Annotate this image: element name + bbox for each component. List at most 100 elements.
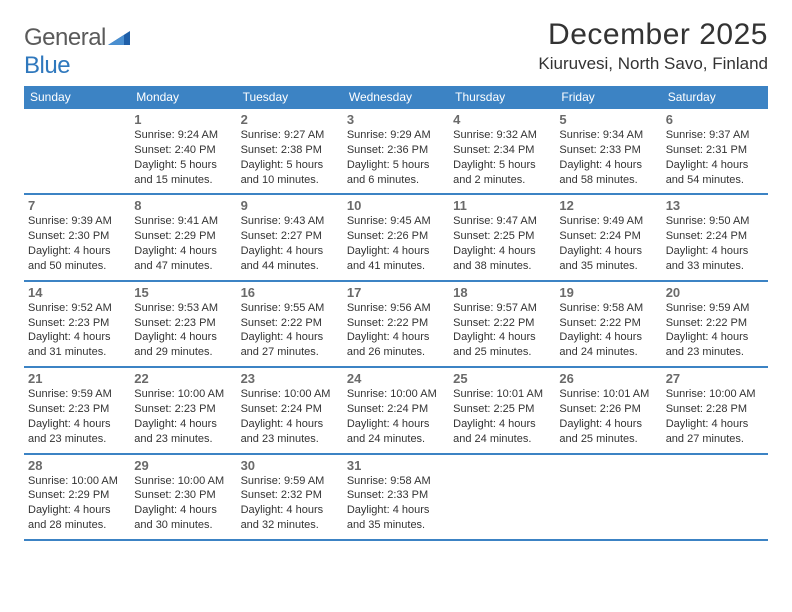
day-info-line: Sunset: 2:25 PM <box>453 402 551 417</box>
day-info-line: Sunrise: 9:58 AM <box>347 474 445 489</box>
day-info-line: Sunrise: 10:00 AM <box>666 387 764 402</box>
day-cell: 18Sunrise: 9:57 AMSunset: 2:22 PMDayligh… <box>449 282 555 366</box>
day-info-line: Sunrise: 9:57 AM <box>453 301 551 316</box>
day-info-line: and 54 minutes. <box>666 173 764 188</box>
day-info-line: Sunset: 2:24 PM <box>559 229 657 244</box>
day-info-line: Sunset: 2:23 PM <box>134 316 232 331</box>
day-number: 6 <box>666 112 764 127</box>
day-info-line: Sunrise: 9:39 AM <box>28 214 126 229</box>
day-cell: 21Sunrise: 9:59 AMSunset: 2:23 PMDayligh… <box>24 368 130 452</box>
day-cell: 4Sunrise: 9:32 AMSunset: 2:34 PMDaylight… <box>449 109 555 193</box>
week-row: 1Sunrise: 9:24 AMSunset: 2:40 PMDaylight… <box>24 109 768 195</box>
day-info-line: Sunset: 2:38 PM <box>241 143 339 158</box>
day-cell: 10Sunrise: 9:45 AMSunset: 2:26 PMDayligh… <box>343 195 449 279</box>
day-cell: 17Sunrise: 9:56 AMSunset: 2:22 PMDayligh… <box>343 282 449 366</box>
day-info-line: Sunset: 2:22 PM <box>453 316 551 331</box>
day-cell: 23Sunrise: 10:00 AMSunset: 2:24 PMDaylig… <box>237 368 343 452</box>
day-info-line: and 27 minutes. <box>241 345 339 360</box>
day-number: 2 <box>241 112 339 127</box>
day-info-line: and 10 minutes. <box>241 173 339 188</box>
day-info-line: Sunrise: 10:00 AM <box>241 387 339 402</box>
day-info-line: Daylight: 4 hours <box>453 244 551 259</box>
weekday-header-cell: Tuesday <box>237 86 343 109</box>
day-cell: 27Sunrise: 10:00 AMSunset: 2:28 PMDaylig… <box>662 368 768 452</box>
day-cell <box>662 455 768 539</box>
day-info-line: Sunset: 2:29 PM <box>28 488 126 503</box>
day-info-line: and 35 minutes. <box>347 518 445 533</box>
day-info-line: Sunset: 2:36 PM <box>347 143 445 158</box>
day-info-line: Daylight: 4 hours <box>241 417 339 432</box>
day-cell: 22Sunrise: 10:00 AMSunset: 2:23 PMDaylig… <box>130 368 236 452</box>
month-title: December 2025 <box>538 18 768 52</box>
day-number: 23 <box>241 371 339 386</box>
day-info-line: Sunrise: 10:00 AM <box>28 474 126 489</box>
week-row: 7Sunrise: 9:39 AMSunset: 2:30 PMDaylight… <box>24 195 768 281</box>
day-info-line: Sunset: 2:32 PM <box>241 488 339 503</box>
day-info-line: Sunrise: 9:27 AM <box>241 128 339 143</box>
day-info-line: and 23 minutes. <box>28 432 126 447</box>
day-info-line: and 38 minutes. <box>453 259 551 274</box>
day-info-line: Sunrise: 10:01 AM <box>559 387 657 402</box>
day-info-line: Daylight: 4 hours <box>28 330 126 345</box>
day-info-line: Daylight: 4 hours <box>453 330 551 345</box>
day-cell: 5Sunrise: 9:34 AMSunset: 2:33 PMDaylight… <box>555 109 661 193</box>
logo-text: General Blue <box>24 24 130 80</box>
day-info-line: and 23 minutes. <box>134 432 232 447</box>
day-info-line: and 26 minutes. <box>347 345 445 360</box>
day-info-line: Daylight: 4 hours <box>559 158 657 173</box>
weeks-container: 1Sunrise: 9:24 AMSunset: 2:40 PMDaylight… <box>24 109 768 541</box>
weekday-header-cell: Sunday <box>24 86 130 109</box>
week-row: 21Sunrise: 9:59 AMSunset: 2:23 PMDayligh… <box>24 368 768 454</box>
day-info-line: Sunset: 2:28 PM <box>666 402 764 417</box>
day-info-line: Sunset: 2:22 PM <box>559 316 657 331</box>
day-info-line: and 58 minutes. <box>559 173 657 188</box>
day-number: 8 <box>134 198 232 213</box>
day-cell: 12Sunrise: 9:49 AMSunset: 2:24 PMDayligh… <box>555 195 661 279</box>
day-info-line: Sunrise: 9:53 AM <box>134 301 232 316</box>
day-number: 31 <box>347 458 445 473</box>
day-info-line: Sunset: 2:24 PM <box>241 402 339 417</box>
week-row: 28Sunrise: 10:00 AMSunset: 2:29 PM Daylig… <box>24 455 768 541</box>
day-info-line: Sunset: 2:22 PM <box>241 316 339 331</box>
day-number: 3 <box>347 112 445 127</box>
day-info-line: Sunrise: 10:00 AM <box>134 387 232 402</box>
day-info-line: and 50 minutes. <box>28 259 126 274</box>
day-info-line: Sunset: 2:27 PM <box>241 229 339 244</box>
day-number: 7 <box>28 198 126 213</box>
day-info-line: Sunrise: 9:45 AM <box>347 214 445 229</box>
day-cell: 26Sunrise: 10:01 AMSunset: 2:26 PMDaylig… <box>555 368 661 452</box>
day-info-line: and 30 minutes. <box>134 518 232 533</box>
day-info-line: Sunrise: 9:59 AM <box>241 474 339 489</box>
day-number: 25 <box>453 371 551 386</box>
day-info-line: and 31 minutes. <box>28 345 126 360</box>
calendar-page: General Blue December 2025 Kiuruvesi, No… <box>0 0 792 541</box>
day-number: 28 <box>28 458 126 473</box>
day-info-line: Sunrise: 9:50 AM <box>666 214 764 229</box>
day-number: 12 <box>559 198 657 213</box>
day-info-line: and 24 minutes. <box>453 432 551 447</box>
day-info-line: Daylight: 4 hours <box>559 244 657 259</box>
day-info-line: Sunrise: 9:32 AM <box>453 128 551 143</box>
week-row: 14Sunrise: 9:52 AMSunset: 2:23 PMDayligh… <box>24 282 768 368</box>
day-number: 16 <box>241 285 339 300</box>
day-number: 20 <box>666 285 764 300</box>
day-info-line: Daylight: 4 hours <box>559 417 657 432</box>
calendar-grid: SundayMondayTuesdayWednesdayThursdayFrid… <box>24 86 768 541</box>
day-info-line: Sunset: 2:23 PM <box>28 316 126 331</box>
day-cell: 8Sunrise: 9:41 AMSunset: 2:29 PMDaylight… <box>130 195 236 279</box>
day-cell <box>555 455 661 539</box>
logo-word1: General <box>24 24 106 51</box>
header: General Blue December 2025 Kiuruvesi, No… <box>24 18 768 80</box>
day-info-line: Daylight: 4 hours <box>241 503 339 518</box>
weekday-header-cell: Thursday <box>449 86 555 109</box>
day-cell: 15Sunrise: 9:53 AMSunset: 2:23 PMDayligh… <box>130 282 236 366</box>
day-cell: 24Sunrise: 10:00 AMSunset: 2:24 PMDaylig… <box>343 368 449 452</box>
weekday-header-cell: Friday <box>555 86 661 109</box>
day-cell: 3Sunrise: 9:29 AMSunset: 2:36 PMDaylight… <box>343 109 449 193</box>
day-cell: 30Sunrise: 9:59 AMSunset: 2:32 PMDayligh… <box>237 455 343 539</box>
day-info-line: and 24 minutes. <box>559 345 657 360</box>
day-info-line: Daylight: 5 hours <box>453 158 551 173</box>
day-number: 29 <box>134 458 232 473</box>
day-info-line: and 27 minutes. <box>666 432 764 447</box>
day-info-line: Sunrise: 9:34 AM <box>559 128 657 143</box>
